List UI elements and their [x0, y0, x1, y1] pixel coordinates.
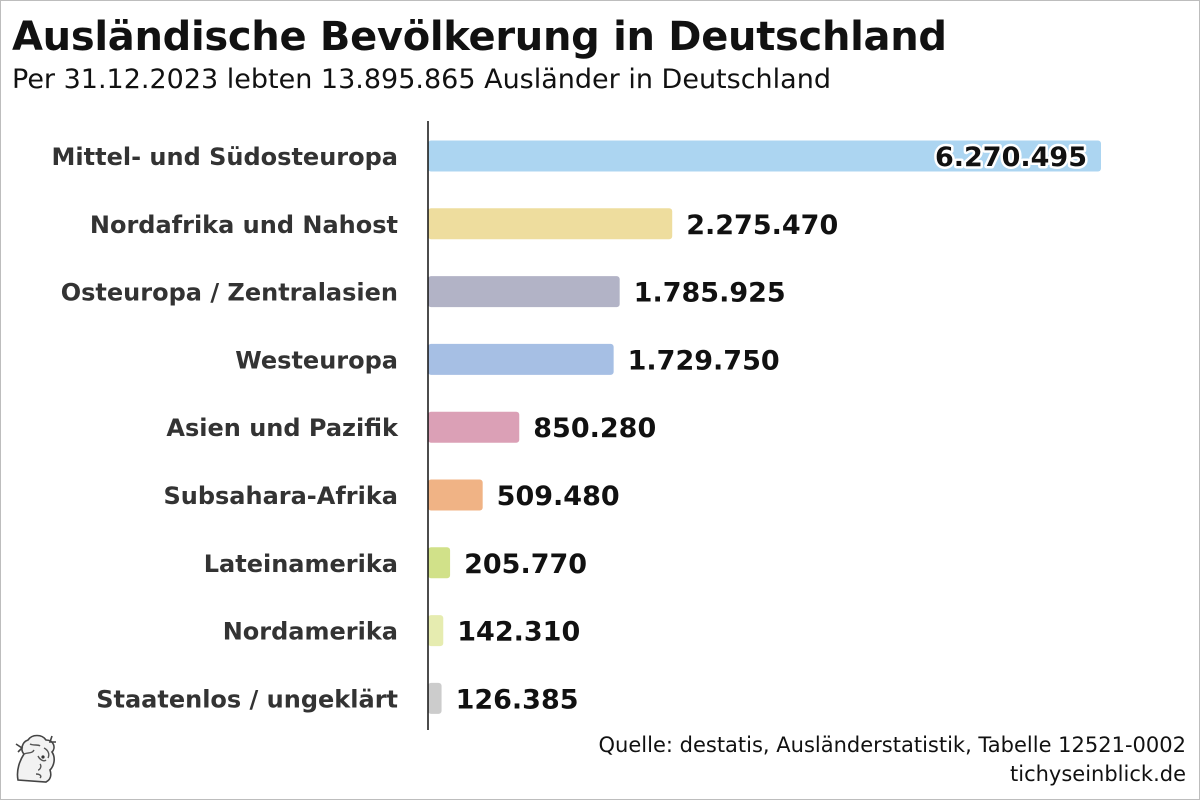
value-label: 142.310	[457, 617, 580, 648]
bar	[428, 479, 483, 511]
value-label: 126.385	[456, 684, 579, 715]
category-label: Mittel- und Südosteuropa	[52, 143, 398, 171]
value-label: 1.785.925	[634, 278, 786, 309]
category-label: Lateinamerika	[204, 550, 398, 578]
value-label: 6.270.495	[935, 142, 1087, 173]
bar	[428, 208, 673, 240]
category-label: Nordafrika und Nahost	[90, 211, 398, 239]
bar	[428, 615, 444, 647]
category-label: Staatenlos / ungeklärt	[96, 685, 398, 713]
bar	[428, 411, 520, 443]
bar	[428, 276, 620, 308]
category-label: Osteuropa / Zentralasien	[61, 279, 398, 307]
bar	[428, 682, 442, 714]
source-note: Quelle: destatis, Ausländerstatistik, Ta…	[598, 733, 1186, 757]
chart-title: Ausländische Bevölkerung in Deutschland	[12, 14, 947, 60]
bar	[428, 140, 1101, 172]
value-label: 509.480	[497, 481, 620, 512]
value-label: 205.770	[464, 549, 587, 580]
bar	[428, 343, 614, 375]
value-label: 1.729.750	[628, 345, 780, 376]
value-label: 2.275.470	[686, 210, 838, 241]
value-label: 850.280	[533, 413, 656, 444]
category-label: Westeuropa	[235, 346, 398, 374]
chart-subtitle: Per 31.12.2023 lebten 13.895.865 Ausländ…	[12, 64, 831, 95]
category-label: Subsahara-Afrika	[163, 482, 398, 510]
category-label: Nordamerika	[223, 618, 398, 646]
site-credit: tichyseinblick.de	[1010, 762, 1186, 786]
bar	[428, 547, 451, 579]
hermes-head-icon	[15, 734, 56, 783]
category-label: Asien und Pazifik	[166, 414, 399, 442]
